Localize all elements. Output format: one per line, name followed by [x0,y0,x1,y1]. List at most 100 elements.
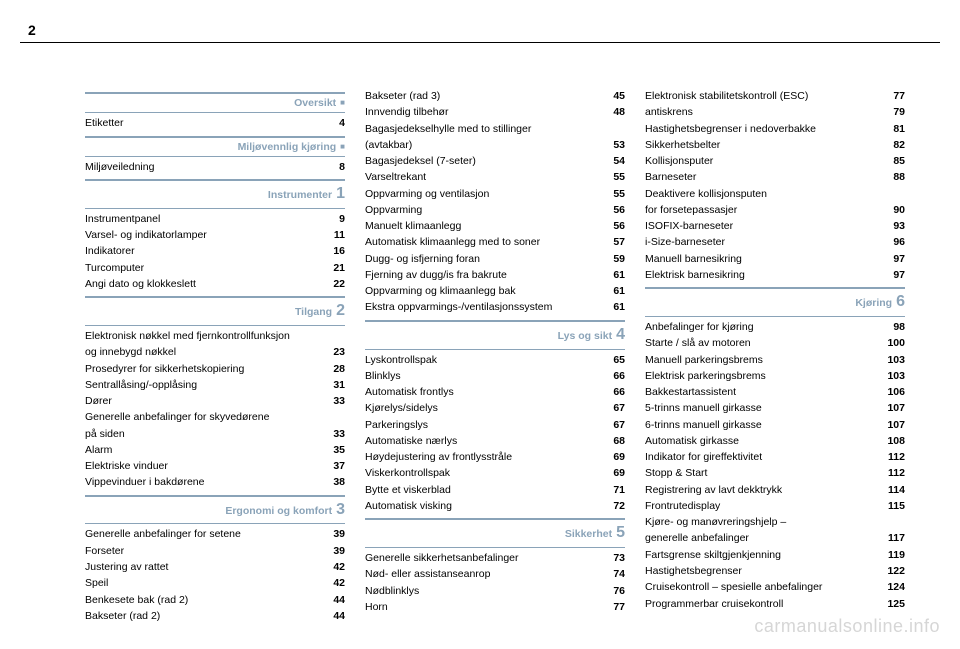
toc-entry-page: 124 [883,579,905,595]
toc-entry-title: Etiketter [85,115,323,131]
section-chapter-number: 1 [336,182,345,207]
page-number: 2 [28,22,36,38]
toc-row: Dugg- og isfjerning foran59 [365,251,625,267]
toc-entry-page: 55 [603,186,625,202]
section-rule [365,547,625,548]
toc-entry-page: 16 [323,243,345,259]
toc-entry-page: 65 [603,352,625,368]
section-rule [365,349,625,350]
section-chapter-number: 4 [616,323,625,348]
toc-section: Lys og sikt4Lyskontrollspak65Blinklys66A… [365,320,625,514]
toc-entry-title: Bakseter (rad 2) [85,608,323,624]
toc-entry-title: Manuell barnesikring [645,251,883,267]
toc-entry-title: Kjøre- og manøvreringshjelp – [645,514,883,530]
section-rule [85,523,345,524]
toc-row: Manuell parkeringsbrems103 [645,352,905,368]
toc-row: Frontrutedisplay115 [645,498,905,514]
toc-row: Hastighetsbegrenser i nedoverbakke81 [645,121,905,137]
toc-entry-title: Automatisk visking [365,498,603,514]
toc-row: Kollisjonsputer85 [645,153,905,169]
toc-entry-title: Miljøveiledning [85,159,323,175]
toc-row: Hastighetsbegrenser122 [645,563,905,579]
toc-row: Fartsgrense skiltgjenkjenning119 [645,547,905,563]
toc-entry-page: 82 [883,137,905,153]
toc-row: Manuelt klimaanlegg56 [365,218,625,234]
toc-row: Automatisk girkasse108 [645,433,905,449]
toc-row: Bakseter (rad 3)45 [365,88,625,104]
toc-row: (avtakbar)53 [365,137,625,153]
toc-row: Elektronisk nøkkel med fjernkontrollfunk… [85,328,345,344]
toc-section: Instrumenter1Instrumentpanel9Varsel- og … [85,179,345,292]
toc-entry-title: Automatisk girkasse [645,433,883,449]
toc-entry-title: Alarm [85,442,323,458]
toc-row: Varsel- og indikatorlamper11 [85,227,345,243]
toc-entry-page: 76 [603,583,625,599]
section-rule [85,179,345,181]
toc-entry-page: 22 [323,276,345,292]
toc-entry-page: 97 [883,267,905,283]
toc-entry-title: Nødblinklys [365,583,603,599]
section-chapter-number: 5 [616,521,625,546]
toc-entry-title: Elektronisk nøkkel med fjernkontrollfunk… [85,328,323,344]
toc-entry-page: 79 [883,104,905,120]
toc-entry-title: Sikkerhetsbelter [645,137,883,153]
toc-entry-title: Indikator for gireffektivitet [645,449,883,465]
section-chapter-number: 3 [336,498,345,523]
toc-entry-page: 69 [603,449,625,465]
toc-entry-page: 44 [323,592,345,608]
toc-entry-title: Automatiske nærlys [365,433,603,449]
toc-section: Oversikt■ Etiketter4 [85,92,345,132]
toc-entry-title: Kjørelys/sidelys [365,400,603,416]
section-title: Ergonomi og komfort [225,503,332,519]
toc-column: Elektronisk stabilitetskontroll (ESC)77a… [645,88,905,628]
toc-entry-title: Hastighetsbegrenser [645,563,883,579]
toc-entry-page: 112 [883,449,905,465]
toc-entry-title: ISOFIX-barneseter [645,218,883,234]
toc-row: Fjerning av dugg/is fra bakrute61 [365,267,625,283]
toc-row: Starte / slå av motoren100 [645,335,905,351]
toc-section: Tilgang2Elektronisk nøkkel med fjernkont… [85,296,345,490]
toc-entry-page: 112 [883,465,905,481]
toc-entry-title: Nød- eller assistanseanrop [365,566,603,582]
toc-row: Viskerkontrollspak69 [365,465,625,481]
toc-entry-page: 53 [603,137,625,153]
toc-row: Deaktivere kollisjonsputen [645,186,905,202]
toc-entry-page: 31 [323,377,345,393]
toc-row: 5-trinns manuell girkasse107 [645,400,905,416]
section-rule [85,208,345,209]
toc-row: Prosedyrer for sikkerhetskopiering28 [85,361,345,377]
toc-entry-title: Speil [85,575,323,591]
section-rule [85,325,345,326]
toc-entry-page: 56 [603,218,625,234]
toc-entry-title: Angi dato og klokkeslett [85,276,323,292]
toc-row: Sikkerhetsbelter82 [645,137,905,153]
toc-row: Bagasjedeksel (7-seter)54 [365,153,625,169]
toc-entry-title: Bakseter (rad 3) [365,88,603,104]
toc-entry-page: 96 [883,234,905,250]
toc-column: Oversikt■Etiketter4Miljøvennlig kjøring■… [85,88,345,628]
toc-entry-page: 4 [323,115,345,131]
toc-row: Ekstra oppvarmings-/ventilasjonssystem61 [365,299,625,315]
toc-entry-page: 33 [323,393,345,409]
toc-entry-title: Indikatorer [85,243,323,259]
toc-entry-title: Registrering av lavt dekktrykk [645,482,883,498]
toc-entry-page: 67 [603,417,625,433]
toc-entry-title: Kollisjonsputer [645,153,883,169]
toc-entry-page: 90 [883,202,905,218]
watermark: carmanualsonline.info [754,616,940,637]
toc-row: Lyskontrollspak65 [365,352,625,368]
toc-row: for forsetepassasjer90 [645,202,905,218]
toc-row: 6-trinns manuell girkasse107 [645,417,905,433]
toc-entry-title: Automatisk frontlys [365,384,603,400]
toc-entry-page: 33 [323,426,345,442]
toc-row: Automatisk frontlys66 [365,384,625,400]
section-header: Oversikt■ [85,95,345,112]
toc-entry-title: Automatisk klimaanlegg med to soner [365,234,603,250]
toc-entry-title: Justering av rattet [85,559,323,575]
toc-row: Innvendig tilbehør48 [365,104,625,120]
toc-entry-title: Elektrisk barnesikring [645,267,883,283]
section-header: Sikkerhet5 [365,521,625,547]
toc-entry-title: Lyskontrollspak [365,352,603,368]
toc-row: Dører33 [85,393,345,409]
toc-entry-title: 5-trinns manuell girkasse [645,400,883,416]
